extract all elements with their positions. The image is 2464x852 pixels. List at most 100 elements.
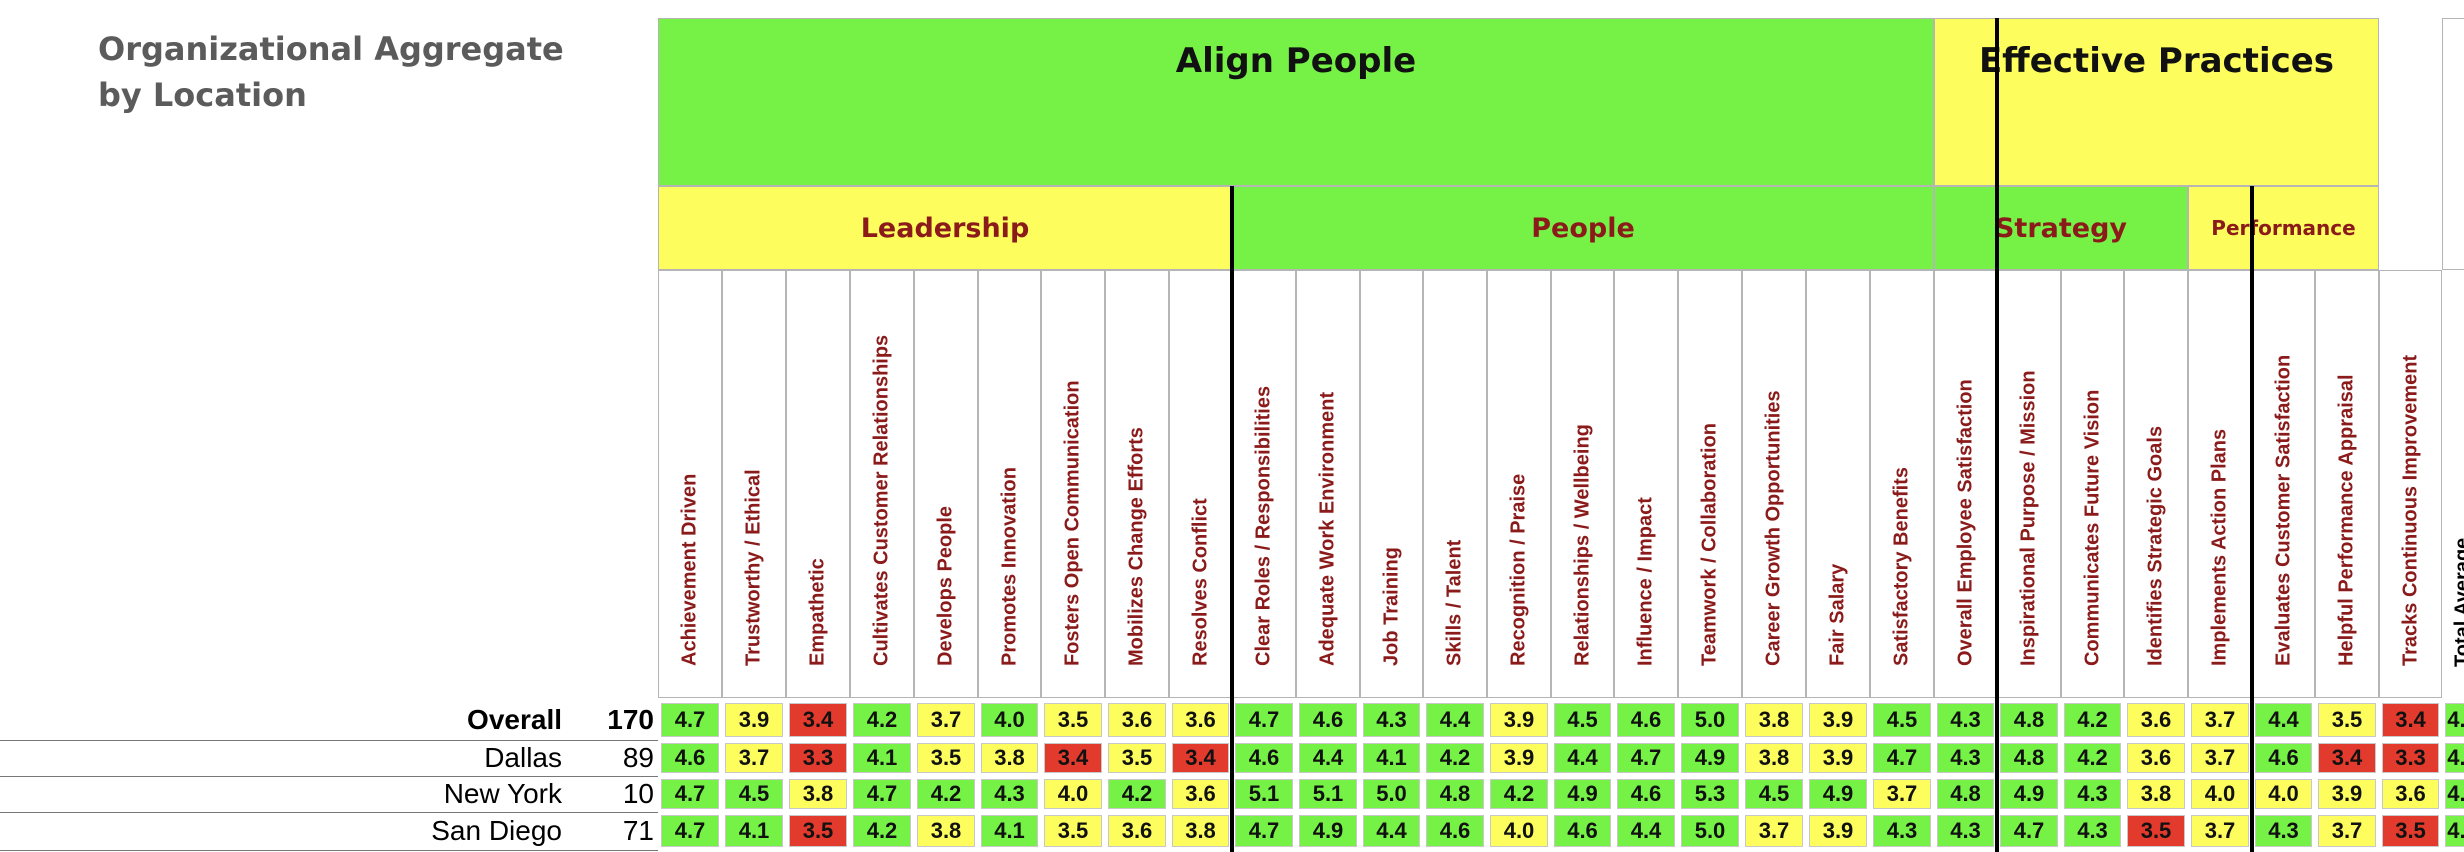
value-cell: 4.2 [2064, 743, 2121, 773]
value-cell: 4.1 [725, 815, 783, 847]
value-cell: 4.0 [2255, 779, 2312, 809]
column-header-fair-salary: Fair Salary [1806, 270, 1870, 698]
column-label: Achievement Driven [678, 473, 701, 666]
column-header-adequate-work-environment: Adequate Work Environment [1296, 270, 1360, 698]
value-cell: 5.0 [1363, 779, 1420, 809]
value-cell: 4.6 [1299, 703, 1357, 737]
value-cell: 3.9 [1809, 743, 1867, 773]
value-cell: 4.7 [1873, 743, 1931, 773]
value-cell: 4.6 [661, 743, 719, 773]
column-label: Fosters Open Communication [1061, 380, 1084, 666]
column-header-satisfactory-benefits: Satisfactory Benefits [1870, 270, 1934, 698]
column-label: Career Growth Opportunities [1762, 390, 1785, 666]
column-header-total-average: Total Average [2442, 270, 2464, 698]
row-count: 71 [622, 815, 654, 846]
column-label: Mobilizes Change Efforts [1125, 427, 1148, 666]
column-label: Adequate Work Environment [1316, 391, 1339, 666]
row-divider [0, 740, 658, 741]
value-cell: 3.8 [2127, 779, 2185, 809]
value-cell: 3.5 [2382, 815, 2439, 847]
value-cell: 3.5 [789, 815, 847, 847]
value-cell: 3.7 [1745, 815, 1803, 847]
column-label: Recognition / Praise [1507, 473, 1530, 666]
value-cell: 3.9 [1490, 703, 1548, 737]
value-cell: 3.8 [1172, 815, 1229, 847]
value-cell: 4.0 [981, 703, 1038, 737]
row-divider [0, 776, 658, 777]
column-header-mobilizes-change-efforts: Mobilizes Change Efforts [1105, 270, 1169, 698]
column-label: Empathetic [806, 558, 829, 666]
value-cell: 4.2 [1490, 779, 1548, 809]
column-header-relationships-wellbeing: Relationships / Wellbeing [1551, 270, 1614, 698]
group-header-blank [2442, 18, 2464, 270]
column-header-communicates-future-vision: Communicates Future Vision [2061, 270, 2124, 698]
value-cell: 3.5 [2127, 815, 2185, 847]
value-cell: 3.5 [1044, 815, 1102, 847]
column-label: Trustworthy / Ethical [742, 469, 765, 666]
value-cell: 3.9 [2318, 779, 2376, 809]
category-header-leadership: Leadership [658, 186, 1232, 270]
column-header-clear-roles-responsibilities: Clear Roles / Responsibilities [1232, 270, 1296, 698]
value-cell: 4.6 [1426, 815, 1484, 847]
value-cell: 4.0 [1490, 815, 1548, 847]
column-header-identifies-strategic-goals: Identifies Strategic Goals [2124, 270, 2188, 698]
column-label: Total Average [2451, 537, 2464, 667]
category-header-strategy: Strategy [1934, 186, 2188, 270]
value-cell: 4.5 [1554, 703, 1611, 737]
value-cell: 3.6 [2382, 779, 2439, 809]
value-cell: 4.3 [1363, 703, 1420, 737]
value-cell: 4.1 [981, 815, 1038, 847]
row-label-new-york: New York [443, 778, 562, 809]
value-cell: 4.2 [917, 779, 975, 809]
value-cell: 3.8 [917, 815, 975, 847]
value-cell: 4.9 [1299, 815, 1357, 847]
value-cell: 3.7 [2318, 815, 2376, 847]
value-cell: 3.6 [2127, 743, 2185, 773]
value-cell: 5.3 [1681, 779, 1739, 809]
value-cell: 3.7 [2191, 743, 2249, 773]
value-cell: 3.3 [789, 743, 847, 773]
value-cell: 4.6 [1235, 743, 1293, 773]
value-cell: 4.3 [2255, 815, 2312, 847]
value-cell: 4.8 [2000, 743, 2058, 773]
column-header-influence-impact: Influence / Impact [1614, 270, 1678, 698]
value-cell: 3.9 [1809, 815, 1867, 847]
value-cell: 4.3 [1937, 703, 1994, 737]
value-cell: 3.6 [2127, 703, 2185, 737]
column-label: Develops People [934, 505, 957, 666]
value-cell: 3.7 [2191, 703, 2249, 737]
row-count: 10 [622, 778, 654, 809]
row-divider [0, 850, 658, 851]
column-label: Clear Roles / Responsibilities [1252, 385, 1275, 666]
row-count: 170 [607, 704, 654, 735]
column-label: Overall Employee Satisfaction [1954, 379, 1976, 666]
value-cell: 3.8 [1745, 743, 1803, 773]
value-cell: 4.9 [1809, 779, 1867, 809]
value-cell: 4.0 [2191, 779, 2249, 809]
value-cell: 3.4 [789, 703, 847, 737]
value-cell: 3.6 [1108, 815, 1166, 847]
value-cell: 4.1 [853, 743, 911, 773]
value-cell: 3.9 [1490, 743, 1548, 773]
value-cell: 3.7 [725, 743, 783, 773]
value-cell: 4.8 [1426, 779, 1484, 809]
value-cell: 4.6 [2255, 743, 2312, 773]
value-cell: 4.4 [1426, 703, 1484, 737]
value-cell: 4.9 [1681, 743, 1739, 773]
value-cell: 4.4 [1363, 815, 1420, 847]
column-header-fosters-open-communication: Fosters Open Communication [1041, 270, 1105, 698]
value-cell: 3.7 [917, 703, 975, 737]
column-label: Cultivates Customer Relationships [870, 334, 893, 666]
value-cell: 4.3 [1937, 815, 1994, 847]
value-cell: 5.0 [1681, 703, 1739, 737]
column-label: Fair Salary [1826, 563, 1849, 666]
section-separator [1995, 18, 1999, 852]
value-cell: 3.7 [1873, 779, 1931, 809]
column-label: Job Training [1380, 547, 1402, 666]
value-cell: 3.3 [2382, 743, 2439, 773]
value-cell: 4.9 [2000, 779, 2058, 809]
value-cell: 5.1 [1235, 779, 1293, 809]
column-label: Satisfactory Benefits [1890, 467, 1913, 666]
value-cell: 3.4 [2318, 743, 2376, 773]
